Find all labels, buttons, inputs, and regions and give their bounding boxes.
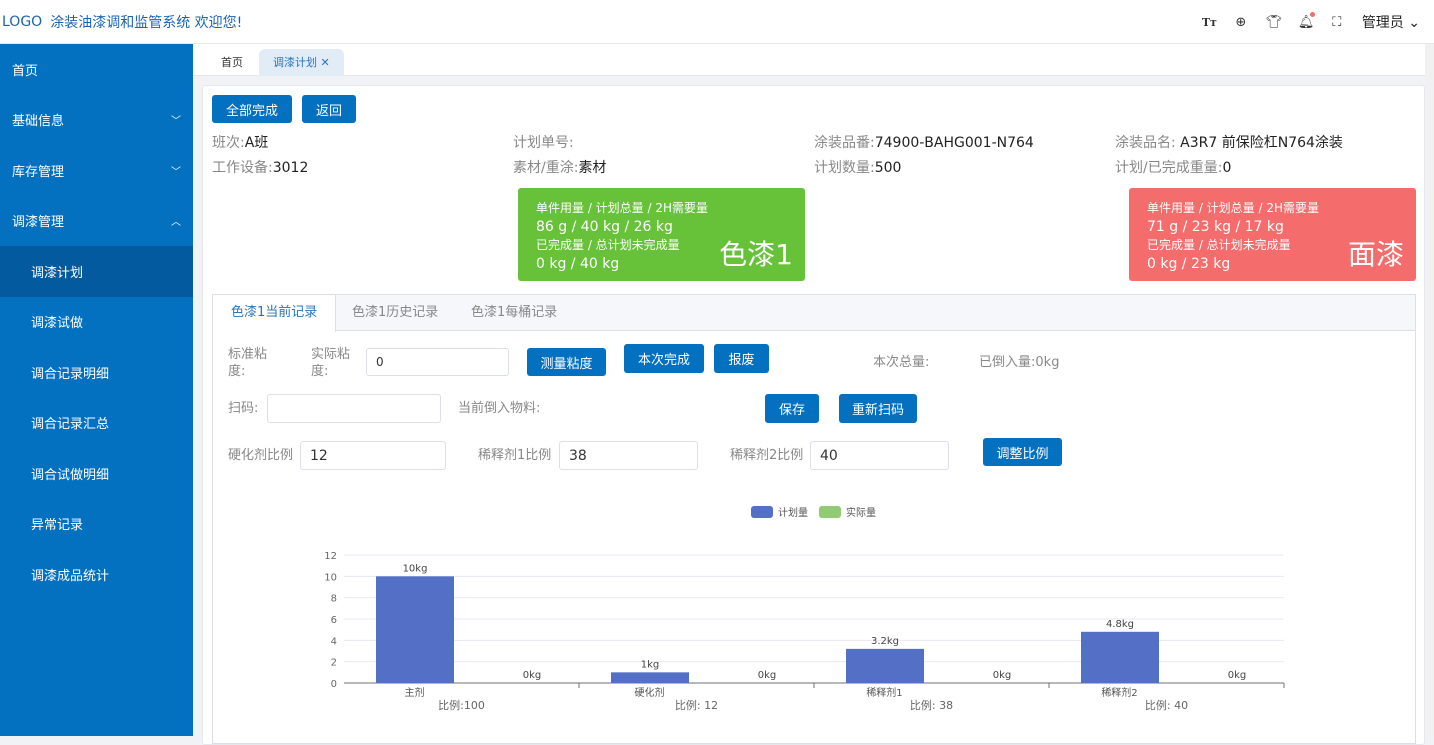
font-size-icon[interactable]: Tт xyxy=(1201,15,1217,29)
x-category-label: 硬化剂 xyxy=(635,686,665,699)
legend-label-1: 实际量 xyxy=(846,506,876,519)
bell-icon[interactable]: 🔔︎ xyxy=(1298,11,1315,30)
adjust-ratio-button[interactable]: 调整比例 xyxy=(983,438,1062,466)
y-tick-label: 6 xyxy=(331,615,337,626)
part-name-info: 涂装品名: A3R7 前保险杠N764涂装 xyxy=(1115,135,1343,151)
bar-data-label: 0kg xyxy=(523,670,542,681)
top-header: LOGO 涂装油漆调和监管系统 欢迎您! Tт ⊕ 👕︎ 🔔︎ ⛶ 管理员 ⌄ xyxy=(0,0,1434,44)
tab-history-record[interactable]: 色漆1历史记录 xyxy=(352,305,439,320)
sidebar-item-5[interactable]: 调漆试做 xyxy=(31,316,84,332)
app-title: 涂装油漆调和监管系统 欢迎您! xyxy=(50,14,243,31)
scan-input[interactable] xyxy=(267,394,441,423)
legend-swatch-1 xyxy=(819,506,841,518)
hardener-ratio-label: 硬化剂比例 xyxy=(228,448,294,463)
bar-data-label: 10kg xyxy=(403,563,428,574)
x-category-label: 稀释剂2 xyxy=(1101,686,1137,699)
y-tick-label: 10 xyxy=(324,572,337,583)
page-scrollbar[interactable] xyxy=(1425,44,1434,736)
std-viscosity-label: 标准粘度: xyxy=(228,347,268,379)
y-tick-label: 4 xyxy=(331,636,337,647)
plan-no-info: 计划单号: xyxy=(513,135,574,151)
user-menu[interactable]: 管理员 ⌄ xyxy=(1361,15,1420,31)
sidebar: 首页基础信息 ﹀ 库存管理 ﹀ 调漆管理 ︿ 调漆计划调漆试做调合记录明细 调合记录汇总 调合试… xyxy=(0,44,193,736)
sidebar-item-6[interactable]: 调合记录明细 xyxy=(31,366,110,382)
chevron-down-icon: ﹀ xyxy=(171,166,181,178)
bar-data-label: 1kg xyxy=(641,659,660,670)
legend-label-0: 计划量 xyxy=(778,506,808,519)
sidebar-item-2[interactable]: 库存管理 ﹀ xyxy=(12,164,181,180)
ratio-label: 比例: 12 xyxy=(675,698,718,712)
bar-计划量 xyxy=(1081,631,1159,683)
chevron-down-icon: ⌄ xyxy=(1408,15,1420,31)
sidebar-item-8[interactable]: 调合试做明细 xyxy=(31,467,110,483)
fullscreen-icon[interactable]: ⛶ xyxy=(1332,14,1342,30)
scan-label: 扫码: xyxy=(228,401,259,416)
rescan-button[interactable]: 重新扫码 xyxy=(839,394,917,423)
weight-info: 计划/已完成重量:0 xyxy=(1115,160,1232,176)
bar-计划量 xyxy=(611,672,689,683)
tab-bucket-record[interactable]: 色漆1每桶记录 xyxy=(471,305,558,320)
ratio-label: 比例: 38 xyxy=(910,698,953,712)
shift-info: 班次:A班 xyxy=(212,135,269,151)
page-tabs: 首页 调漆计划 ✕ xyxy=(193,44,1434,76)
thinner1-ratio-input[interactable]: 38 xyxy=(559,441,698,470)
sidebar-item-4[interactable]: 调漆计划 xyxy=(0,246,193,297)
chevron-down-icon: ﹀ xyxy=(171,116,181,128)
current-material-label: 当前倒入物料: xyxy=(458,401,541,416)
sidebar-item-1[interactable]: 基础信息 ﹀ xyxy=(12,114,181,130)
bar-计划量 xyxy=(846,648,924,683)
ratio-label: 比例: 40 xyxy=(1145,698,1188,712)
ratio-label: 比例:100 xyxy=(438,698,485,712)
thinner2-ratio-label: 稀释剂2比例 xyxy=(730,448,804,463)
legend-swatch-0 xyxy=(751,506,773,518)
bar-data-label: 3.2kg xyxy=(871,636,899,647)
finish-button[interactable]: 本次完成 xyxy=(624,344,704,373)
notification-dot xyxy=(1309,11,1315,17)
shirt-icon[interactable]: 👕︎ xyxy=(1265,14,1283,30)
back-button[interactable]: 返回 xyxy=(302,95,356,123)
thinner2-ratio-input[interactable]: 40 xyxy=(810,441,949,470)
thinner1-ratio-label: 稀释剂1比例 xyxy=(478,448,552,463)
save-button[interactable]: 保存 xyxy=(765,394,819,423)
sidebar-item-9[interactable]: 异常记录 xyxy=(31,518,84,534)
chevron-up-icon: ︿ xyxy=(171,217,181,229)
measure-viscosity-button[interactable]: 测量粘度 xyxy=(527,348,606,376)
poured-info: 已倒入量:0kg xyxy=(979,355,1060,370)
plus-circle-icon[interactable]: ⊕ xyxy=(1235,14,1247,30)
paint-card-top[interactable]: 单件用量 / 计划总量 / 2H需要量 71 g / 23 kg / 17 kg… xyxy=(1129,188,1416,281)
bar-data-label: 0kg xyxy=(993,670,1012,681)
total-label: 本次总量: xyxy=(873,355,930,370)
plan-qty-info: 计划数量:500 xyxy=(814,160,902,176)
scrap-button[interactable]: 报废 xyxy=(714,344,769,373)
bar-data-label: 0kg xyxy=(1228,670,1247,681)
paint-card-base[interactable]: 单件用量 / 计划总量 / 2H需要量 86 g / 40 kg / 26 kg… xyxy=(518,188,805,281)
part-no-info: 涂装品番:74900-BAHG001-N764 xyxy=(814,135,1034,151)
bar-data-label: 0kg xyxy=(758,670,777,681)
hardener-ratio-input[interactable]: 12 xyxy=(300,441,446,470)
sidebar-item-3[interactable]: 调漆管理 ︿ xyxy=(12,215,181,231)
y-tick-label: 2 xyxy=(331,658,337,669)
tab-home[interactable]: 首页 xyxy=(221,56,243,69)
actual-viscosity-input[interactable]: 0 xyxy=(366,348,509,376)
y-tick-label: 12 xyxy=(324,551,337,562)
record-panel: 色漆1当前记录 色漆1历史记录 色漆1每桶记录 xyxy=(212,294,1416,744)
complete-all-button[interactable]: 全部完成 xyxy=(212,95,292,123)
sidebar-item-7[interactable]: 调合记录汇总 xyxy=(31,417,110,433)
sidebar-item-10[interactable]: 调漆成品统计 xyxy=(31,568,110,584)
tab-paint-plan[interactable]: 调漆计划 ✕ xyxy=(259,49,344,76)
y-tick-label: 8 xyxy=(331,594,337,605)
x-category-label: 主剂 xyxy=(405,686,425,699)
material-info: 素材/重涂:素材 xyxy=(513,160,607,176)
logo: LOGO xyxy=(2,13,43,30)
sidebar-item-0[interactable]: 首页 xyxy=(12,63,39,79)
bar-data-label: 4.8kg xyxy=(1106,619,1134,630)
bar-计划量 xyxy=(376,576,454,683)
close-icon[interactable]: ✕ xyxy=(320,56,330,69)
device-info: 工作设备:3012 xyxy=(212,160,309,176)
y-tick-label: 0 xyxy=(331,679,337,690)
tab-current-record[interactable]: 色漆1当前记录 xyxy=(213,295,337,332)
x-category-label: 稀释剂1 xyxy=(866,686,902,699)
act-viscosity-label: 实际粘度: xyxy=(311,347,351,379)
